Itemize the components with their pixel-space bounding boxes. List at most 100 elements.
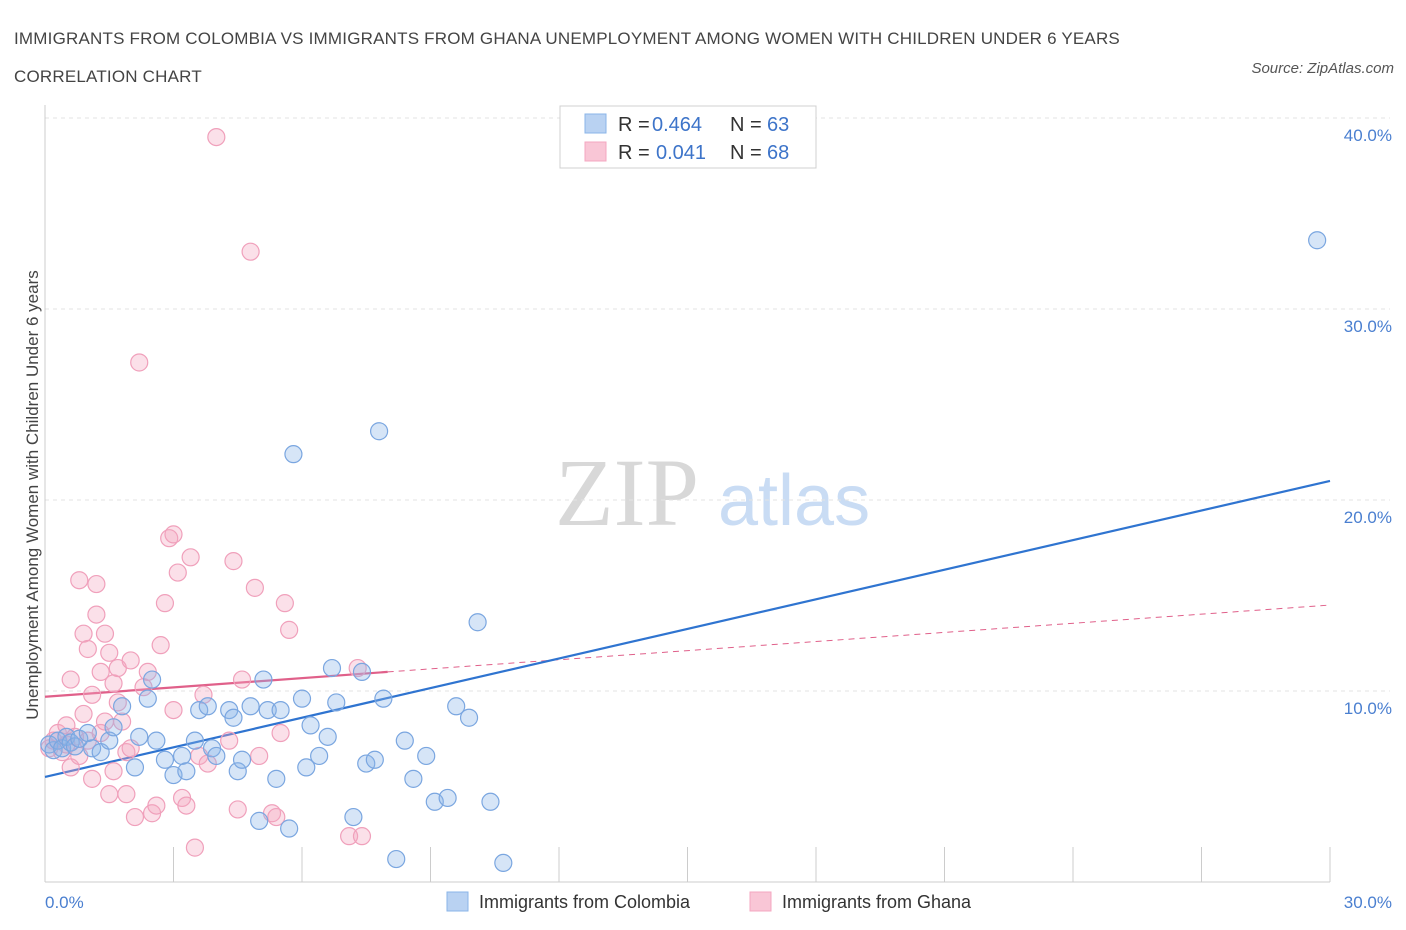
- colombia-point: [327, 693, 346, 712]
- legend-n-label-colombia: N =: [730, 114, 762, 136]
- y-tick-label: 40.0%: [1344, 126, 1392, 145]
- ghana-point: [267, 807, 286, 827]
- colombia-point: [1308, 231, 1327, 250]
- ghana-point: [91, 662, 110, 682]
- colombia-point: [271, 700, 290, 720]
- legend-r-label-colombia: R =: [618, 114, 650, 136]
- colombia-point: [280, 819, 299, 838]
- colombia-point: [318, 727, 337, 746]
- ghana-point: [164, 700, 183, 720]
- ghana-point: [228, 800, 247, 819]
- colombia-point: [352, 662, 372, 682]
- ghana-point: [232, 670, 252, 689]
- chart-title: IMMIGRANTS FROM COLOMBIA VS IMMIGRANTS F…: [14, 29, 1120, 86]
- ghana-point: [121, 651, 140, 670]
- correlation-legend: R = 0.464 N = 63 R = 0.041 N = 68: [559, 105, 817, 169]
- ghana-point: [61, 670, 80, 689]
- ghana-point: [87, 574, 106, 594]
- legend-swatch-ghana: [584, 141, 607, 162]
- colombia-trend-line: [44, 479, 1331, 779]
- colombia-point: [370, 422, 389, 441]
- colombia-point: [125, 758, 145, 777]
- legend-n-value-colombia: 63: [767, 114, 789, 136]
- colombia-point: [112, 697, 132, 716]
- colombia-point: [100, 731, 119, 750]
- ghana-point: [181, 548, 200, 567]
- ghana-point: [275, 594, 294, 613]
- legend-n-label-ghana: N =: [730, 142, 762, 164]
- grid-lines: [45, 117, 1390, 692]
- bottom-legend-swatch-colombia: [446, 891, 469, 912]
- ghana-point: [83, 685, 102, 704]
- colombia-point: [447, 697, 466, 716]
- colombia-point: [258, 700, 277, 720]
- data-points: [40, 128, 1327, 873]
- watermark-atlas: atlas: [718, 461, 870, 541]
- colombia-point: [395, 731, 414, 750]
- colombia-point: [322, 658, 342, 678]
- colombia-point: [310, 746, 329, 766]
- colombia-point: [78, 723, 97, 743]
- colombia-point: [254, 670, 273, 689]
- legend-r-label-ghana: R =: [618, 142, 650, 164]
- colombia-point: [198, 697, 217, 716]
- colombia-point: [177, 762, 196, 781]
- watermark-zip: ZIP: [555, 439, 699, 546]
- ghana-point: [117, 785, 136, 804]
- colombia-point: [344, 807, 363, 827]
- ghana-point: [87, 605, 106, 624]
- ghana-point: [104, 674, 123, 693]
- colombia-point: [357, 754, 376, 773]
- ghana-point: [185, 838, 205, 857]
- colombia-point: [468, 613, 487, 632]
- colombia-point: [250, 811, 269, 830]
- colombia-point: [292, 689, 312, 708]
- bottom-legend-ghana: Immigrants from Ghana: [782, 892, 972, 912]
- colombia-point: [224, 708, 243, 727]
- colombia-point: [404, 769, 423, 788]
- y-tick-labels: 10.0% 20.0% 30.0% 40.0%: [1344, 126, 1392, 718]
- ghana-point: [352, 827, 372, 846]
- ghana-point: [100, 643, 119, 662]
- colombia-point: [301, 716, 320, 735]
- colombia-point: [297, 758, 316, 777]
- colombia-point: [185, 731, 205, 750]
- ghana-point: [70, 571, 89, 590]
- ghana-point: [250, 746, 269, 766]
- ghana-point: [168, 563, 187, 582]
- colombia-point: [155, 750, 175, 769]
- ghana-point: [130, 353, 149, 372]
- ghana-point: [280, 620, 299, 639]
- ghana-point: [104, 762, 123, 781]
- ghana-point: [224, 552, 243, 571]
- ghana-point: [245, 578, 264, 597]
- colombia-point: [494, 853, 513, 873]
- ghana-point: [340, 827, 359, 846]
- ghana-point: [241, 242, 260, 261]
- colombia-point: [130, 727, 149, 746]
- colombia-point: [374, 689, 393, 708]
- colombia-point: [284, 445, 303, 464]
- colombia-point: [190, 700, 209, 720]
- colombia-point: [207, 746, 226, 766]
- y-tick-label: 10.0%: [1344, 699, 1392, 718]
- colombia-point: [459, 708, 479, 727]
- ghana-point: [220, 731, 239, 750]
- colombia-point: [142, 670, 162, 689]
- legend-r-value-ghana: 0.041: [656, 142, 706, 164]
- legend-swatch-colombia: [584, 113, 607, 134]
- colombia-point: [138, 689, 157, 708]
- legend-r-value-colombia: 0.464: [652, 114, 702, 136]
- ghana-point: [74, 624, 93, 643]
- bottom-legend-colombia: Immigrants from Colombia: [479, 892, 691, 912]
- ghana-point: [155, 594, 175, 613]
- source-label: Source: ZipAtlas.com: [1251, 60, 1394, 77]
- colombia-point: [228, 762, 247, 781]
- ghana-point: [125, 807, 145, 827]
- colombia-point: [267, 769, 286, 788]
- bottom-legend-swatch-ghana: [749, 891, 772, 912]
- colombia-point: [83, 739, 102, 758]
- colombia-point: [172, 746, 192, 766]
- colombia-point: [417, 746, 436, 766]
